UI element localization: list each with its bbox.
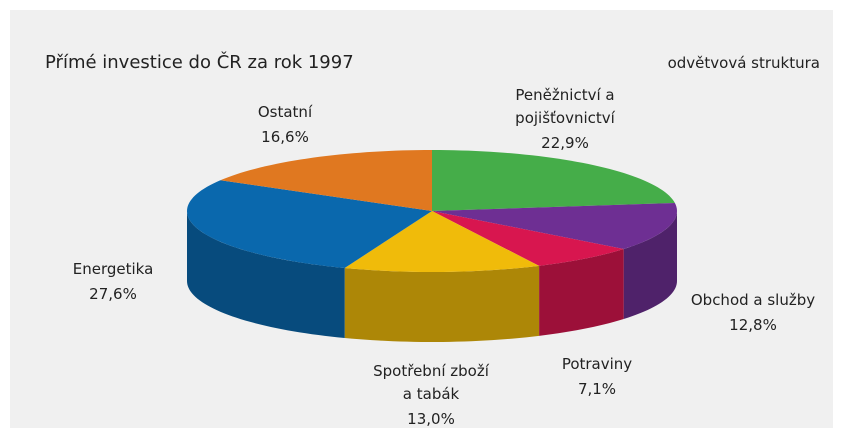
slice-label: Potraviny bbox=[562, 355, 632, 373]
slice bbox=[220, 150, 432, 211]
slice-label: Spotřební zboží a tabák bbox=[373, 362, 490, 403]
slice bbox=[344, 211, 540, 272]
value-label: 12,8% bbox=[729, 316, 777, 334]
slice-label: Obchod a služby bbox=[691, 291, 815, 309]
chart-subtitle: odvětvová struktura bbox=[668, 54, 820, 72]
value-label: 22,9% bbox=[541, 134, 589, 152]
slice-side bbox=[344, 265, 540, 342]
chart-title: Přímé investice do ČR za rok 1997 bbox=[45, 51, 354, 73]
slice-side bbox=[539, 248, 624, 336]
slice-label: Peněžnictví a pojišťovnictví bbox=[515, 86, 615, 127]
slice-side bbox=[187, 211, 345, 338]
value-label: 16,6% bbox=[261, 128, 309, 146]
value-label: 13,0% bbox=[407, 410, 455, 428]
slice-side bbox=[623, 211, 677, 319]
value-label: 7,1% bbox=[578, 380, 616, 398]
slice bbox=[432, 211, 624, 266]
slice bbox=[432, 150, 675, 211]
slice-label: Energetika bbox=[73, 260, 154, 278]
slice-label: Ostatní bbox=[258, 103, 313, 121]
slice bbox=[187, 180, 432, 268]
slice bbox=[432, 202, 677, 249]
value-label: 27,6% bbox=[89, 285, 137, 303]
